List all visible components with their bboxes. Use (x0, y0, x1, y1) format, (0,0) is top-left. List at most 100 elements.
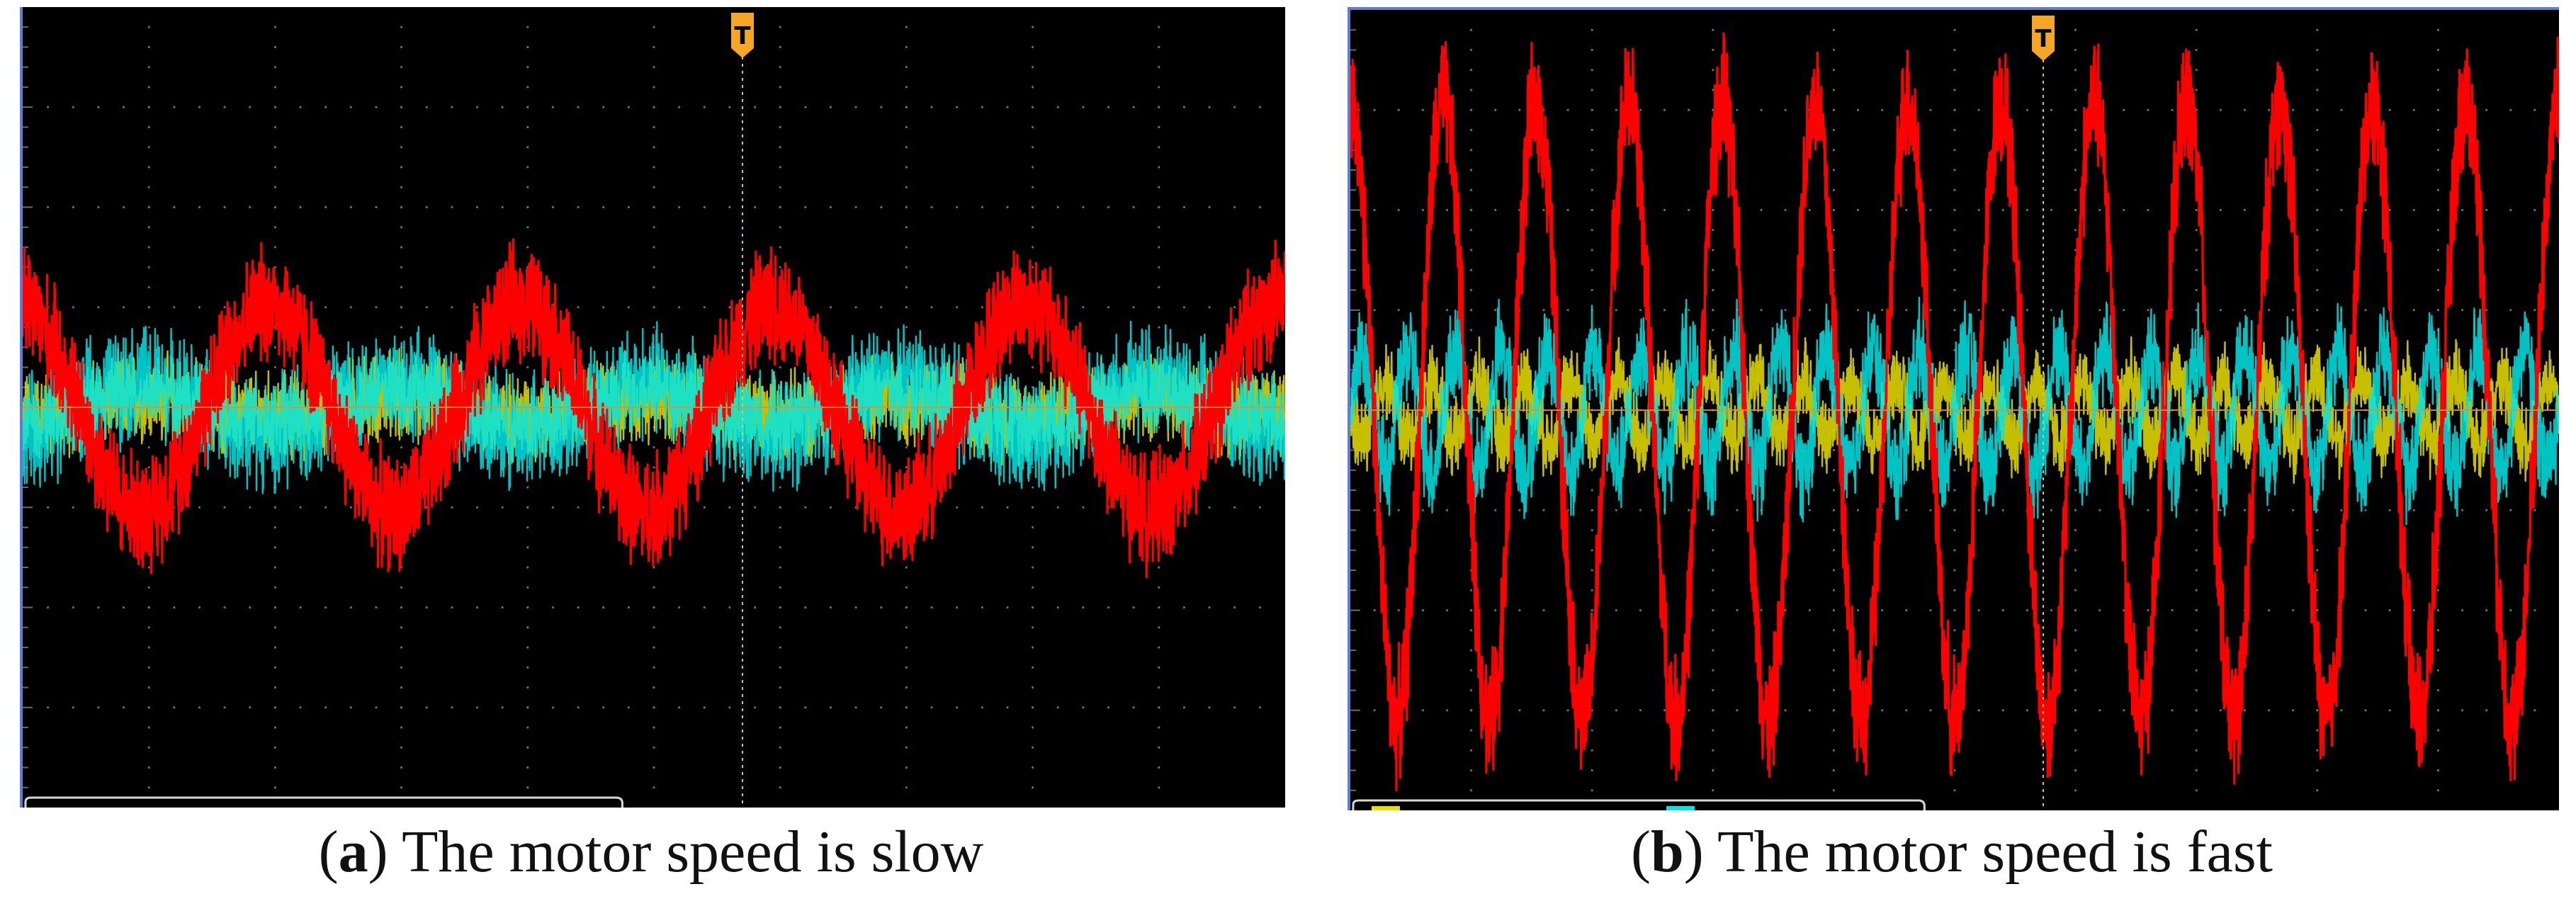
grid-dot (273, 45, 276, 49)
grid-dot (1032, 766, 1034, 769)
grid-dot (273, 66, 276, 69)
grid-dot (1397, 208, 1400, 212)
grid-dot (1445, 509, 1449, 511)
grid-dot (1808, 309, 1811, 312)
grid-dot (2533, 709, 2536, 712)
grid-dot (1107, 706, 1110, 709)
grid-dot (501, 706, 504, 709)
grid-dot (779, 226, 781, 229)
grid-dot (2195, 509, 2198, 511)
grid-dot (1056, 506, 1059, 509)
grid-dot (2074, 769, 2077, 772)
grid-dot (349, 506, 352, 509)
grid-dot (1566, 108, 1569, 111)
grid-dot (1056, 106, 1059, 108)
grid-dot (526, 26, 529, 28)
grid-dot (2509, 608, 2512, 612)
grid-dot (1832, 249, 1835, 251)
grid-dot (97, 706, 100, 709)
grid-dot (2436, 589, 2439, 591)
grid-dot (551, 506, 555, 509)
grid-dot (905, 226, 908, 229)
grid-dot (273, 366, 276, 369)
grid-dot (1881, 108, 1884, 111)
grid-dot (779, 26, 781, 28)
grid-dot (2292, 108, 2295, 111)
grid-dot (1032, 726, 1034, 729)
grid-dot (1808, 208, 1811, 212)
grid-dot (324, 606, 327, 609)
grid-dot (551, 706, 555, 709)
grid-dot (905, 786, 908, 789)
grid-dot (1832, 569, 1835, 572)
grid-dot (2074, 729, 2077, 732)
grid-dot (2316, 128, 2319, 132)
grid-dot (2485, 208, 2488, 212)
grid-dot (1082, 506, 1085, 509)
grid-dot (779, 246, 781, 249)
grid-dot (1977, 509, 1980, 511)
grid-dot (1591, 769, 1593, 772)
grid-dot (653, 726, 655, 729)
grid-dot (930, 606, 933, 609)
grid-dot (1421, 608, 1424, 612)
status-bar-outline (24, 796, 623, 808)
grid-dot (627, 306, 630, 309)
grid-dot (1591, 469, 1593, 472)
grid-dot (779, 366, 781, 369)
grid-dot (2436, 709, 2439, 712)
waveform-trace (23, 320, 1285, 494)
grid-dot (526, 246, 529, 249)
grid-dot (400, 446, 403, 449)
grid-dot (2533, 509, 2536, 511)
grid-dot (1158, 125, 1160, 129)
grid-dot (2436, 108, 2439, 111)
grid-dot (1470, 249, 1473, 251)
grid-dot (1639, 709, 1642, 712)
grid-dot (2436, 169, 2439, 171)
grid-dot (2195, 249, 2198, 251)
grid-dot (1445, 608, 1449, 612)
grid-dot (1032, 586, 1034, 589)
grid-dot (653, 586, 655, 589)
grid-dot (1032, 466, 1034, 469)
grid-dot (2147, 608, 2150, 612)
grid-dot (1784, 208, 1787, 212)
grid-dot (653, 466, 655, 469)
grid-dot (147, 226, 150, 229)
grid-dot (905, 246, 908, 249)
grid-dot (400, 666, 403, 669)
grid-dot (2243, 509, 2247, 511)
grid-dot (1445, 208, 1449, 212)
grid-dot (551, 205, 555, 209)
grid-dot (400, 146, 403, 149)
grid-dot (1953, 229, 1956, 232)
grid-dot (1107, 606, 1110, 609)
grid-dot (653, 686, 655, 689)
grid-dot (273, 246, 276, 249)
grid-dot (1977, 309, 1980, 312)
grid-dot (653, 786, 655, 789)
grid-dot (1397, 509, 1400, 511)
grid-dot (1233, 606, 1236, 609)
grid-dot (1373, 108, 1376, 111)
grid-dot (728, 106, 731, 108)
grid-dot (122, 106, 125, 108)
grid-dot (678, 606, 681, 609)
grid-dot (273, 546, 276, 549)
grid-dot (1032, 106, 1034, 108)
grid-dot (1953, 329, 1956, 332)
grid-dot (400, 726, 403, 729)
grid-dot (1158, 786, 1160, 789)
grid-dot (526, 746, 529, 749)
grid-dot (1977, 108, 1980, 111)
grid-dot (2074, 28, 2077, 31)
grid-dot (1182, 306, 1186, 309)
grid-dot (829, 506, 832, 509)
grid-dot (1953, 309, 1956, 312)
grid-dot (2195, 769, 2198, 772)
grid-dot (2412, 509, 2415, 511)
grid-dot (1032, 125, 1034, 129)
grid-dot (72, 706, 74, 709)
grid-dot (1107, 106, 1110, 108)
